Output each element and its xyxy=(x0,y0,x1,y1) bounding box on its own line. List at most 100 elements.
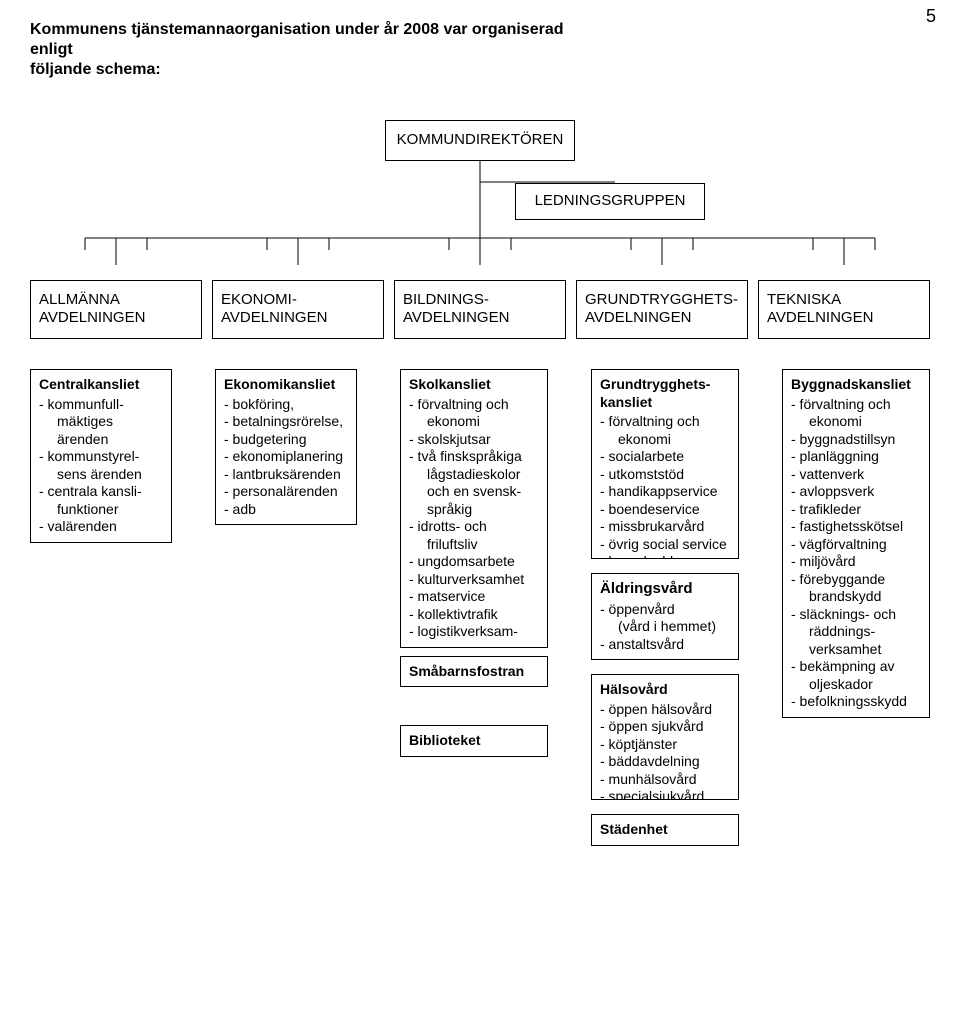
box-grundtrygghetskansliet: Grundtrygghets- kansliet - förvaltning o… xyxy=(591,369,739,559)
list-item: - betalningsrörelse, xyxy=(224,413,348,431)
dept-allmanna: ALLMÄNNA AVDELNINGEN xyxy=(30,280,202,340)
list-item: verksamhet xyxy=(791,641,921,659)
dept-bildnings: BILDNINGS-AVDELNINGEN xyxy=(394,280,566,340)
halsovard-items: - öppen hälsovård- öppen sjukvård- köptj… xyxy=(600,701,730,801)
list-item: - matservice xyxy=(409,588,539,606)
centralkansliet-items: - kommunfull-mäktiges ärenden- kommunsty… xyxy=(39,396,163,536)
list-item: - boendeservice xyxy=(600,501,730,519)
list-item: - förvaltning och xyxy=(791,396,921,414)
grundtrygghets-title-l1: Grundtrygghets- xyxy=(600,376,710,392)
centralkansliet-title: Centralkansliet xyxy=(39,376,163,394)
list-item: - kollektivtrafik xyxy=(409,606,539,624)
dept-ekonomi: EKONOMI-AVDELNINGEN xyxy=(212,280,384,340)
intro-line2: följande schema: xyxy=(30,61,161,78)
list-item: - trafikleder xyxy=(791,501,921,519)
list-item: - barnskydd xyxy=(600,553,730,559)
intro-text: Kommunens tjänstemannaorganisation under… xyxy=(30,20,590,80)
list-item: - planläggning xyxy=(791,448,921,466)
list-item: - öppenvård xyxy=(600,601,730,619)
box-biblioteket: Biblioteket xyxy=(400,725,548,757)
list-item: - munhälsovård xyxy=(600,771,730,789)
list-item: - två finskspråkiga xyxy=(409,448,539,466)
list-item: - förvaltning och xyxy=(600,413,730,431)
box-byggnadskansliet: Byggnadskansliet - förvaltning ochekonom… xyxy=(782,369,930,718)
list-item: - centrala kansli- xyxy=(39,483,163,501)
list-item: - övrig social service xyxy=(600,536,730,554)
dept-tekniska: TEKNISKA AVDELNINGEN xyxy=(758,280,930,340)
list-item: - kulturverksamhet xyxy=(409,571,539,589)
list-item: (vård i hemmet) xyxy=(600,618,730,636)
box-kommundirektoren: KOMMUNDIREKTÖREN xyxy=(385,120,575,161)
list-item: räddnings- xyxy=(791,623,921,641)
list-item: - ungdomsarbete xyxy=(409,553,539,571)
list-item: ekonomi xyxy=(791,413,921,431)
list-item: sens ärenden xyxy=(39,466,163,484)
list-item: - bäddavdelning xyxy=(600,753,730,771)
biblioteket-title: Biblioteket xyxy=(409,732,539,750)
smabarnsfostran-title: Småbarnsfostran xyxy=(409,663,539,681)
list-item: - budgetering xyxy=(224,431,348,449)
list-item: - fastighetsskötsel xyxy=(791,518,921,536)
list-item: - anstaltsvård xyxy=(600,636,730,654)
halsovard-title: Hälsovård xyxy=(600,681,730,699)
list-item: ekonomi xyxy=(600,431,730,449)
byggnadskansliet-items: - förvaltning ochekonomi- byggnadstillsy… xyxy=(791,396,921,711)
list-item: - specialsjukvård xyxy=(600,788,730,800)
list-item: - lantbruksärenden xyxy=(224,466,348,484)
stadenhet-title: Städenhet xyxy=(600,821,730,839)
list-item: - befolkningsskydd xyxy=(791,693,921,711)
list-item: - socialarbete xyxy=(600,448,730,466)
list-item: - öppen sjukvård xyxy=(600,718,730,736)
list-item: - bekämpning av xyxy=(791,658,921,676)
list-item: - idrotts- och xyxy=(409,518,539,536)
grundtrygghetskansliet-items: - förvaltning ochekonomi- socialarbete- … xyxy=(600,413,730,559)
list-item: språkig xyxy=(409,501,539,519)
box-stadenhet: Städenhet xyxy=(591,814,739,846)
list-item: - kommunstyrel- xyxy=(39,448,163,466)
list-item: friluftsliv xyxy=(409,536,539,554)
list-item: - byggnadstillsyn xyxy=(791,431,921,449)
list-item: mäktiges ärenden xyxy=(39,413,163,448)
list-item: - förvaltning och xyxy=(409,396,539,414)
list-item: - ekonomiplanering xyxy=(224,448,348,466)
list-item: - valärenden xyxy=(39,518,163,536)
list-item: lågstadieskolor xyxy=(409,466,539,484)
list-item: - utkomststöd xyxy=(600,466,730,484)
grundtrygghetskansliet-title: Grundtrygghets- kansliet xyxy=(600,376,730,411)
ekonomikansliet-title: Ekonomikansliet xyxy=(224,376,348,394)
byggnadskansliet-title: Byggnadskansliet xyxy=(791,376,921,394)
box-ledningsgruppen: LEDNINGSGRUPPEN xyxy=(515,183,705,220)
grundtrygghets-title-l2: kansliet xyxy=(600,394,652,410)
list-item: - skolskjutsar xyxy=(409,431,539,449)
box-smabarnsfostran: Småbarnsfostran xyxy=(400,656,548,688)
list-item: - bokföring, xyxy=(224,396,348,414)
list-item: - adb xyxy=(224,501,348,519)
box-halsovard: Hälsovård - öppen hälsovård- öppen sjukv… xyxy=(591,674,739,800)
list-item: - kommunfull- xyxy=(39,396,163,414)
box-aldringsvard: Äldringsvård - öppenvård(vård i hemmet)-… xyxy=(591,573,739,660)
page-number: 5 xyxy=(926,6,936,27)
box-centralkansliet: Centralkansliet - kommunfull-mäktiges är… xyxy=(30,369,172,543)
aldringsvard-items: - öppenvård(vård i hemmet)- anstaltsvård xyxy=(600,601,730,654)
list-item: funktioner xyxy=(39,501,163,519)
list-item: - öppen hälsovård xyxy=(600,701,730,719)
skolkansliet-title: Skolkansliet xyxy=(409,376,539,394)
box-ekonomikansliet: Ekonomikansliet - bokföring,- betalnings… xyxy=(215,369,357,525)
list-item: - handikappservice xyxy=(600,483,730,501)
list-item: - personalärenden xyxy=(224,483,348,501)
ekonomikansliet-items: - bokföring,- betalningsrörelse,- budget… xyxy=(224,396,348,519)
list-item: - missbrukarvård xyxy=(600,518,730,536)
skolkansliet-items: - förvaltning ochekonomi- skolskjutsar- … xyxy=(409,396,539,641)
list-item: och en svensk- xyxy=(409,483,539,501)
list-item: oljeskador xyxy=(791,676,921,694)
list-item: - miljövård xyxy=(791,553,921,571)
list-item: - avloppsverk xyxy=(791,483,921,501)
intro-line1: Kommunens tjänstemannaorganisation under… xyxy=(30,21,564,58)
dept-grundtrygghets: GRUNDTRYGGHETS-AVDELNINGEN xyxy=(576,280,748,340)
list-item: - förebyggande xyxy=(791,571,921,589)
list-item: - vattenverk xyxy=(791,466,921,484)
list-item: ekonomi xyxy=(409,413,539,431)
aldringsvard-title: Äldringsvård xyxy=(600,580,730,599)
list-item: - köptjänster xyxy=(600,736,730,754)
box-skolkansliet: Skolkansliet - förvaltning ochekonomi- s… xyxy=(400,369,548,648)
